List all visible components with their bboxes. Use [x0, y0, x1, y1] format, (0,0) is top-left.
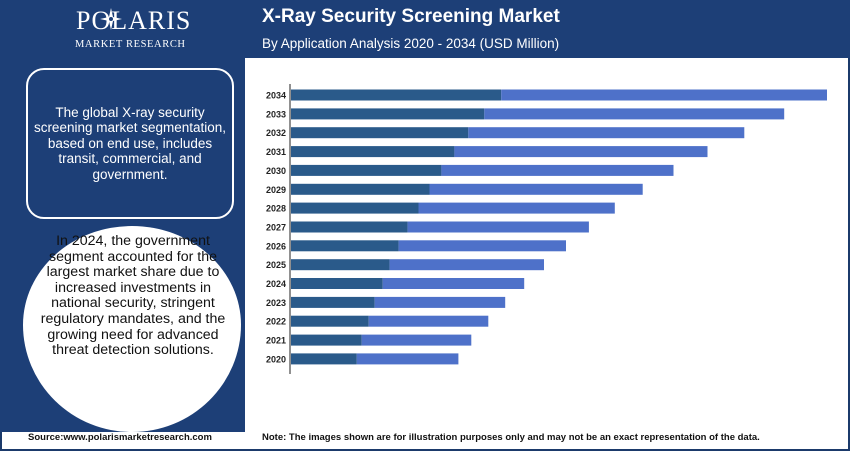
header: POLARIS MARKET RESEARCH X-Ray Security S… — [0, 0, 850, 58]
bar-people-2022 — [291, 315, 369, 327]
page-title: X-Ray Security Screening Market — [262, 6, 560, 27]
bar-product-2027 — [407, 221, 589, 233]
sidebar: The global X-ray security screening mark… — [0, 58, 245, 432]
bar-product-2029 — [429, 183, 643, 195]
y-tick-2021: 2021 — [266, 336, 286, 346]
bar-product-2026 — [398, 240, 566, 252]
highlight-text: In 2024, the government segment accounte… — [40, 233, 226, 359]
bar-product-2031 — [454, 146, 708, 158]
bar-product-2023 — [374, 296, 506, 308]
compass-star-icon — [100, 8, 122, 30]
bar-people-2024 — [291, 278, 383, 289]
bar-people-2029 — [291, 183, 430, 195]
y-tick-2022: 2022 — [266, 317, 286, 327]
bar-product-2021 — [361, 334, 472, 346]
y-tick-2031: 2031 — [266, 147, 286, 157]
bars-group — [291, 89, 827, 365]
y-tick-2023: 2023 — [266, 298, 286, 308]
bar-product-2030 — [441, 164, 674, 176]
bar-people-2020 — [291, 353, 357, 365]
bar-people-2033 — [291, 108, 485, 120]
bar-people-2032 — [291, 127, 469, 139]
y-tick-2029: 2029 — [266, 185, 286, 195]
bar-people-2030 — [291, 164, 442, 176]
y-tick-labels: 2034 2033 2032 2031 2030 2029 2028 2027 2026 2025… — [266, 91, 286, 365]
bar-product-2034 — [501, 89, 827, 101]
y-tick-2034: 2034 — [266, 91, 286, 101]
y-tick-2028: 2028 — [266, 204, 286, 214]
source-text: Source:www.polarismarketresearch.com — [28, 432, 212, 443]
brand-logo: POLARIS MARKET RESEARCH — [0, 0, 245, 58]
brand-subtitle: MARKET RESEARCH — [75, 39, 186, 50]
bar-people-2026 — [291, 240, 399, 252]
y-tick-2025: 2025 — [266, 260, 286, 270]
bar-people-2025 — [291, 259, 390, 271]
bar-product-2020 — [356, 353, 459, 365]
summary-box: The global X-ray security screening mark… — [26, 68, 234, 219]
y-tick-2026: 2026 — [266, 241, 286, 251]
brand-name: POLARIS — [76, 6, 192, 35]
bar-people-2031 — [291, 146, 455, 158]
bar-product-2022 — [368, 315, 489, 327]
bar-people-2028 — [291, 202, 419, 214]
bar-product-2028 — [418, 202, 615, 214]
bar-people-2027 — [291, 221, 408, 233]
summary-text: The global X-ray security screening mark… — [33, 104, 227, 182]
y-tick-2027: 2027 — [266, 223, 286, 233]
bar-product-2033 — [484, 108, 785, 120]
y-tick-2032: 2032 — [266, 128, 286, 138]
y-tick-2024: 2024 — [266, 279, 286, 289]
highlight-circle — [23, 226, 241, 432]
bar-chart: 2034 2033 2032 2031 2030 2029 2028 2027 2026 2025… — [266, 84, 827, 374]
y-tick-2030: 2030 — [266, 166, 286, 176]
y-tick-2033: 2033 — [266, 109, 286, 119]
bar-people-2034 — [291, 89, 502, 101]
bar-product-2024 — [382, 278, 525, 289]
bar-people-2021 — [291, 334, 362, 346]
page-subtitle: By Application Analysis 2020 - 2034 (USD… — [262, 36, 560, 51]
y-tick-2020: 2020 — [266, 354, 286, 364]
note-text: Note: The images shown are for illustrat… — [262, 432, 760, 443]
bar-product-2025 — [389, 259, 544, 271]
bar-people-2023 — [291, 296, 375, 308]
bar-product-2032 — [468, 127, 745, 139]
